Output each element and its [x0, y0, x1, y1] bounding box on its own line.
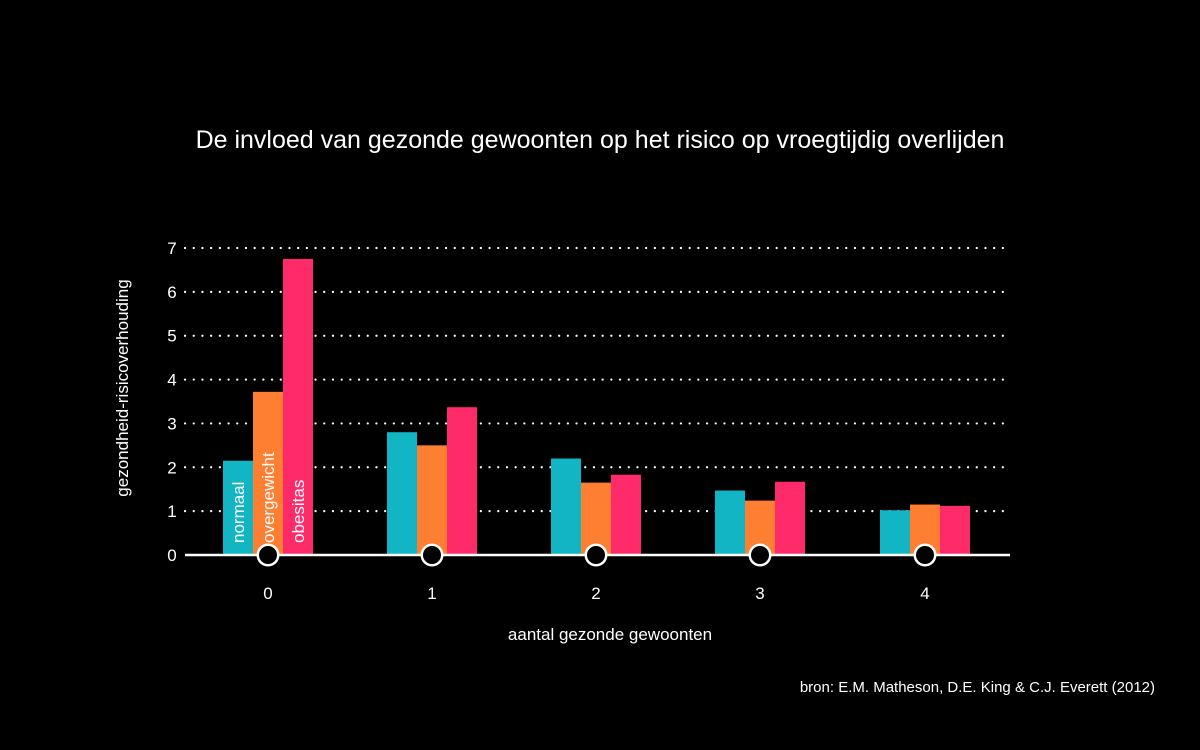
bar-normaal-0: [223, 460, 253, 555]
y-tick-label: 0: [167, 546, 176, 565]
y-axis-label: gezondheid-risicoverhouding: [113, 279, 132, 496]
bar-normaal-1: [387, 432, 417, 555]
y-tick-label: 1: [167, 502, 176, 521]
bar-obesitas-3: [775, 481, 805, 555]
bar-overgewicht-2: [581, 482, 611, 555]
category-marker-inner: [587, 546, 605, 564]
gridlines: [183, 246, 1012, 513]
series-label-obesitas: obesitas: [289, 480, 308, 543]
y-tick-label: 5: [167, 327, 176, 346]
bar-obesitas-0: [283, 258, 313, 555]
bar-normaal-2: [551, 458, 581, 555]
x-tick-label: 3: [755, 584, 764, 603]
y-axis-ticks: 0 1 2 3 4 5 6 7: [167, 239, 176, 565]
y-tick-label: 3: [167, 414, 176, 433]
category-marker-inner: [423, 546, 441, 564]
category-marker-inner: [751, 546, 769, 564]
x-tick-label: 4: [920, 584, 929, 603]
bar-overgewicht-0: [253, 391, 283, 555]
bar-labels: normaal overgewicht obesitas: [229, 452, 308, 543]
series-label-normaal: normaal: [229, 482, 248, 543]
category-markers: [256, 543, 937, 567]
x-axis-label: aantal gezonde gewoonten: [508, 625, 712, 644]
y-tick-label: 4: [167, 371, 176, 390]
bar-obesitas-2: [611, 474, 641, 555]
bars: [223, 258, 970, 555]
bar-obesitas-1: [447, 407, 477, 555]
x-tick-label: 2: [591, 584, 600, 603]
chart-title: De invloed van gezonde gewoonten op het …: [196, 126, 1005, 154]
x-axis-ticks: 0 1 2 3 4: [263, 584, 929, 603]
y-tick-label: 2: [167, 458, 176, 477]
series-label-overgewicht: overgewicht: [259, 452, 278, 543]
bar-normaal-3: [715, 490, 745, 555]
category-marker-inner: [259, 546, 277, 564]
y-tick-label: 7: [167, 239, 176, 258]
bar-normaal-4: [880, 510, 910, 555]
bar-overgewicht-1: [417, 445, 447, 555]
bar-obesitas-4: [940, 505, 970, 555]
x-tick-label: 1: [427, 584, 436, 603]
y-tick-label: 6: [167, 283, 176, 302]
category-marker-inner: [916, 546, 934, 564]
x-tick-label: 0: [263, 584, 272, 603]
source-note: bron: E.M. Matheson, D.E. King & C.J. Ev…: [800, 679, 1155, 696]
